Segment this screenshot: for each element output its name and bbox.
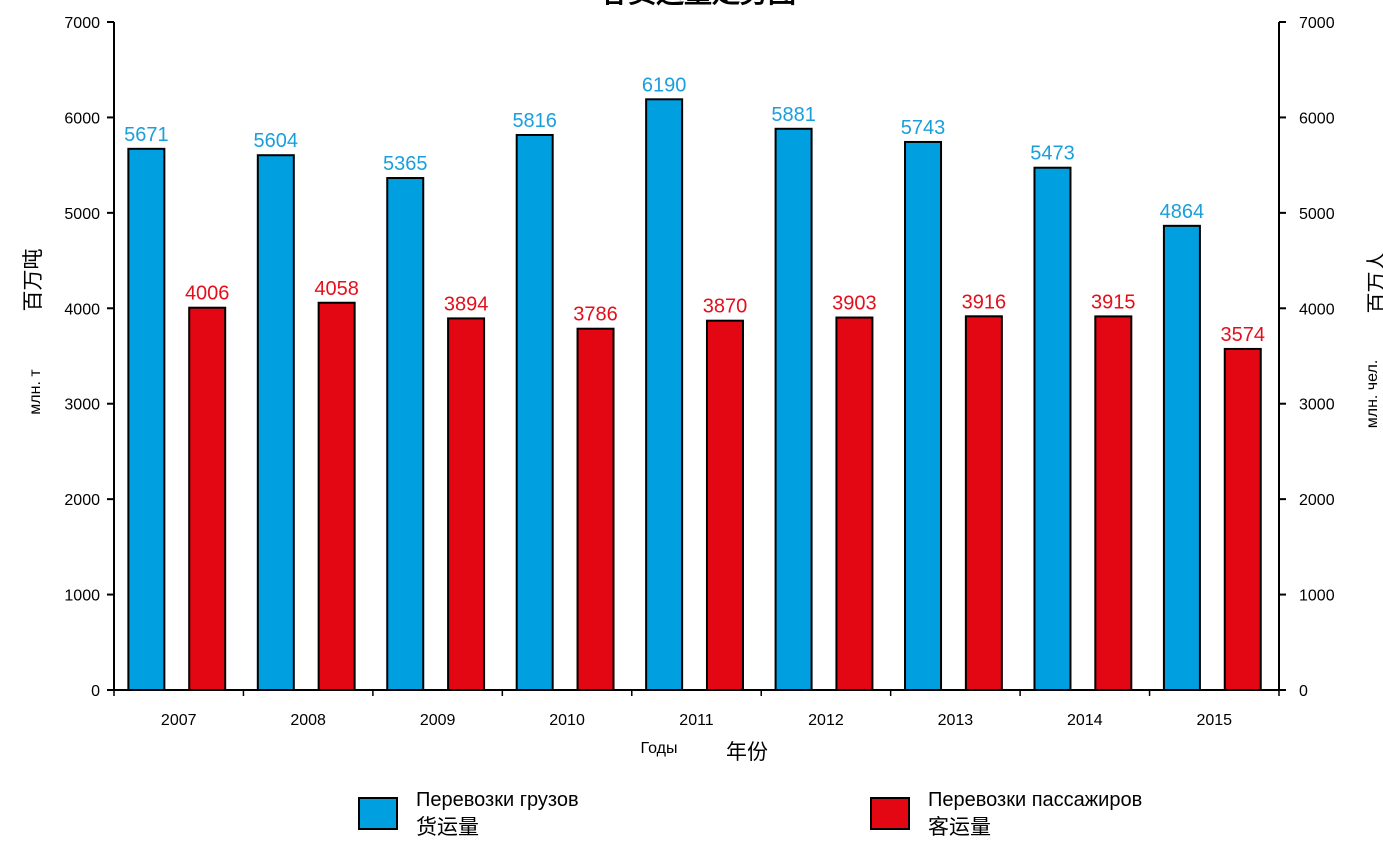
- data-label-passengers: 4058: [314, 278, 359, 300]
- bar-freight: [1033, 166, 1072, 691]
- y-axis-label-left-cn: 百万吨: [21, 249, 45, 312]
- y-tick-label-left: 5000: [64, 206, 100, 223]
- data-label-passengers: 3903: [832, 293, 877, 315]
- x-ticks: 2007 2008 2009 2010 2011 2012 2013 2014 2015: [113, 690, 1280, 729]
- y-tick-label-left: 2000: [64, 492, 100, 509]
- x-tick-label: 2007: [161, 712, 197, 729]
- y-tick-label-left: 4000: [64, 301, 100, 318]
- data-label-freight: 5473: [1030, 143, 1075, 165]
- chart-title: 客货运量走势图: [600, 0, 796, 9]
- y-axis-label-right: млн. чел.: [1364, 360, 1381, 429]
- legend-label-passengers-cn: 客运量: [928, 815, 991, 839]
- y-tick-label-left: 0: [91, 683, 100, 700]
- legend-label-freight: Перевозки грузов: [416, 789, 579, 811]
- y-tick-label-right: 1000: [1299, 588, 1335, 605]
- y-tick-label-right: 7000: [1299, 15, 1335, 32]
- x-tick-label: 2011: [679, 712, 714, 729]
- data-label-freight: 5816: [512, 110, 557, 132]
- data-label-freight: 5671: [124, 124, 169, 146]
- y-tick-label-right: 2000: [1299, 492, 1335, 509]
- bars: [127, 98, 1262, 692]
- bar-passengers: [188, 306, 227, 691]
- y-tick-label-right: 6000: [1299, 110, 1335, 127]
- y-tick-label-right: 4000: [1299, 301, 1335, 318]
- bar-freight: [645, 98, 684, 692]
- x-axis-label-cn: 年份: [726, 740, 768, 764]
- x-tick-label: 2012: [808, 712, 844, 729]
- bar-passengers: [835, 316, 874, 691]
- data-label-passengers: 3574: [1221, 324, 1266, 346]
- bar-freight: [256, 154, 295, 692]
- legend-label-freight-cn: 货运量: [416, 815, 479, 839]
- bar-freight: [774, 127, 813, 692]
- x-tick-label: 2013: [938, 712, 974, 729]
- x-tick-label: 2014: [1067, 712, 1103, 729]
- data-label-freight: 6190: [642, 74, 687, 96]
- data-label-passengers: 3894: [444, 293, 489, 315]
- bar-passengers: [317, 301, 356, 691]
- y-tick-label-right: 5000: [1299, 206, 1335, 223]
- plot-frame: [107, 22, 1286, 691]
- data-label-freight: 5743: [901, 117, 946, 139]
- bar-freight: [127, 147, 166, 691]
- y-tick-label-left: 7000: [64, 15, 100, 32]
- y-ticks: 0 0 1000 1000 2000 2000 3000 3000 4000 4000 5000 50…: [64, 15, 1334, 700]
- data-label-freight: 5604: [254, 130, 299, 152]
- x-tick-label: 2009: [420, 712, 456, 729]
- y-tick-label-left: 1000: [64, 588, 100, 605]
- data-label-passengers: 3915: [1091, 291, 1136, 313]
- value-labels: 5671 5604 5365 5816 6190 5881 5743 5473 4864 4006…: [124, 74, 1265, 346]
- legend-swatch-freight: [358, 797, 398, 830]
- data-label-passengers: 4006: [185, 283, 230, 305]
- data-label-freight: 5881: [771, 104, 816, 126]
- y-tick-label-left: 3000: [64, 397, 100, 414]
- bar-passengers: [705, 319, 744, 691]
- legend-swatch-passengers: [870, 797, 910, 830]
- y-axis-label-right-cn: 百万人: [1365, 251, 1383, 314]
- bar-passengers: [576, 327, 615, 691]
- bar-passengers: [964, 315, 1003, 691]
- data-label-freight: 5365: [383, 153, 428, 175]
- bar-freight: [904, 140, 943, 691]
- x-tick-label: 2015: [1196, 712, 1232, 729]
- data-label-passengers: 3786: [573, 304, 618, 326]
- bar-passengers: [447, 317, 486, 691]
- y-tick-label-left: 6000: [64, 110, 100, 127]
- x-axis-label: Годы: [641, 740, 678, 757]
- y-tick-label-right: 0: [1299, 683, 1308, 700]
- y-axis-label-left: млн. т: [27, 369, 44, 415]
- bar-freight: [386, 177, 425, 691]
- bar-passengers: [1223, 347, 1262, 691]
- data-label-freight: 4864: [1160, 201, 1205, 223]
- bar-passengers: [1094, 315, 1133, 691]
- bar-freight: [1162, 224, 1201, 692]
- y-tick-label-right: 3000: [1299, 397, 1335, 414]
- data-label-passengers: 3870: [703, 296, 748, 318]
- legend-label-passengers: Перевозки пассажиров: [928, 789, 1143, 811]
- x-tick-label: 2010: [549, 712, 585, 729]
- bar-freight: [515, 133, 554, 691]
- x-tick-label: 2008: [290, 712, 326, 729]
- data-label-passengers: 3916: [962, 291, 1007, 313]
